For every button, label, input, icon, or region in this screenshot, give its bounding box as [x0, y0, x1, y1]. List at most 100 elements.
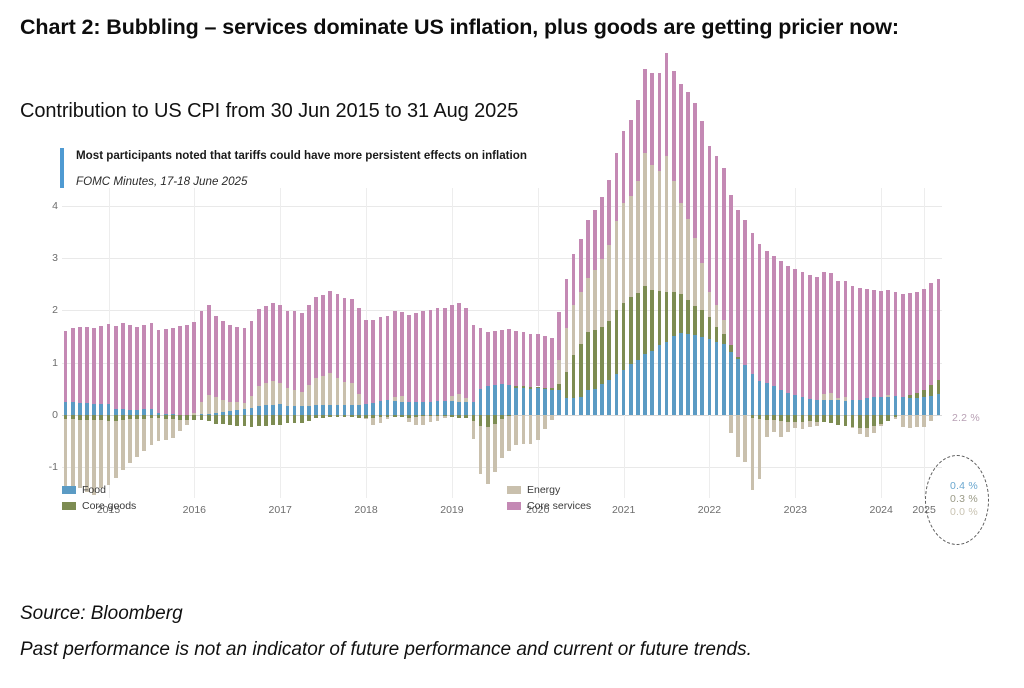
gridline-4: [62, 206, 942, 208]
legend-item-food[interactable]: Food: [62, 484, 106, 496]
segment-food: [714, 341, 719, 415]
segment-food: [392, 401, 397, 415]
segment-food: [865, 398, 869, 415]
segment-core-services: [450, 305, 454, 397]
bar-2022-08: [679, 84, 683, 498]
segment-core-services: [271, 302, 275, 382]
segment-energy: [528, 414, 533, 445]
segment-core-services: [70, 328, 75, 403]
segment-core-services: [578, 239, 583, 293]
segment-energy: [829, 393, 833, 401]
segment-energy: [600, 259, 605, 328]
segment-energy: [135, 418, 139, 457]
segment-core-services: [392, 311, 397, 397]
segment-energy: [729, 414, 733, 434]
bar-2016-05: [142, 188, 147, 498]
segment-food: [342, 405, 347, 415]
legend-item-energy[interactable]: Energy: [507, 484, 560, 496]
segment-core-services: [206, 304, 211, 396]
bar-2023-12: [793, 188, 798, 498]
bar-2017-12: [278, 188, 283, 498]
segment-core-services: [850, 286, 855, 401]
x-axis-label-2020: 2020: [526, 504, 550, 516]
segment-core-goods: [814, 414, 819, 422]
segment-food: [435, 401, 440, 415]
segment-core-goods: [857, 414, 862, 428]
segment-core-goods: [736, 356, 740, 360]
bar-2019-11: [442, 188, 447, 498]
segment-food: [156, 413, 161, 415]
segment-core-goods: [213, 414, 218, 424]
bar-2015-07: [70, 188, 75, 498]
bar-2025-03: [900, 188, 905, 498]
segment-core-goods: [786, 414, 791, 422]
segment-food: [850, 400, 855, 415]
segment-core-services: [779, 261, 783, 390]
segment-core-services: [836, 280, 841, 399]
bar-2021-01: [543, 188, 547, 498]
segment-energy: [78, 419, 82, 489]
segment-core-goods: [242, 414, 247, 427]
segment-core-goods: [643, 285, 647, 355]
segment-food: [829, 400, 833, 415]
segment-core-goods: [256, 414, 261, 427]
legend-swatch-icon: [507, 486, 521, 494]
segment-energy: [178, 419, 182, 432]
segment-core-goods: [392, 414, 397, 418]
segment-food: [872, 397, 876, 415]
x-axis-label-2024: 2024: [869, 504, 893, 516]
bar-2024-09: [857, 188, 862, 498]
segment-food: [686, 333, 690, 415]
bar-2018-09: [342, 188, 347, 498]
segment-energy: [321, 376, 325, 406]
segment-core-goods: [772, 414, 776, 421]
segment-energy: [328, 373, 333, 405]
segment-core-goods: [585, 332, 590, 391]
segment-core-services: [242, 328, 247, 403]
bar-2020-09: [514, 188, 519, 498]
y-axis-label-3: 3: [52, 252, 58, 265]
segment-food: [492, 384, 497, 415]
segment-core-services: [936, 278, 941, 381]
segment-core-services: [628, 120, 633, 196]
segment-food: [657, 345, 662, 415]
segment-food: [70, 402, 75, 415]
segment-energy: [571, 305, 576, 355]
segment-core-services: [314, 297, 318, 379]
segment-energy: [779, 421, 783, 438]
legend-item-core-services[interactable]: Core services: [507, 500, 591, 512]
bar-2022-06: [664, 52, 669, 498]
segment-core-services: [764, 250, 769, 384]
segment-core-services: [650, 73, 655, 166]
segment-core-services: [879, 290, 884, 397]
segment-energy: [385, 417, 390, 419]
segment-core-services: [120, 322, 125, 410]
segment-core-services: [321, 294, 325, 377]
segment-food: [278, 403, 283, 415]
segment-core-services: [249, 320, 254, 397]
y-axis-label-2: 2: [52, 304, 58, 317]
legend-label: Energy: [527, 484, 561, 496]
bar-2018-12: [364, 188, 368, 498]
segment-energy: [514, 414, 519, 445]
segment-core-goods: [528, 387, 533, 389]
segment-food: [535, 388, 540, 415]
segment-core-goods: [915, 393, 919, 398]
bar-2015-11: [99, 188, 104, 498]
bar-2018-02: [292, 188, 297, 498]
segment-core-services: [500, 329, 504, 385]
segment-core-services: [492, 331, 497, 385]
x-axis-label-2017: 2017: [268, 504, 292, 516]
segment-core-services: [721, 167, 726, 320]
bar-2016-11: [185, 188, 190, 498]
segment-core-services: [485, 331, 490, 386]
disclaimer-line: Past performance is not an indicator of …: [20, 638, 752, 660]
legend-item-core-goods[interactable]: Core goods: [62, 500, 136, 512]
segment-core-goods: [314, 414, 318, 419]
segment-core-goods: [607, 320, 612, 381]
segment-core-goods: [793, 414, 798, 422]
bar-2024-06: [836, 188, 841, 498]
chart-legend: Food Core goods Energy Core services: [62, 484, 942, 524]
segment-food: [142, 409, 147, 415]
segment-core-goods: [349, 414, 354, 418]
